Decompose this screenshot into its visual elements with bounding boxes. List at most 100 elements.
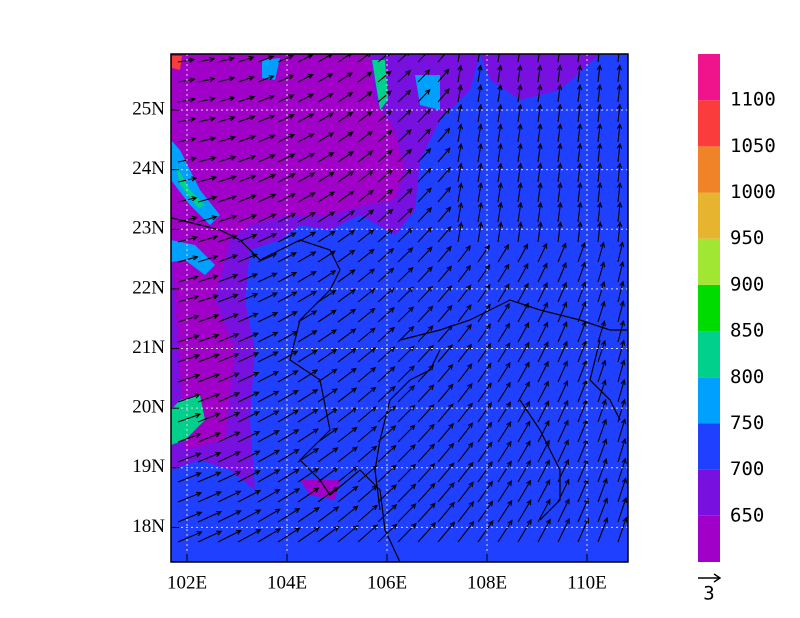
wind-arrow: [357, 366, 377, 383]
wind-arrow: [397, 89, 412, 103]
wind-arrow: [437, 442, 455, 463]
wind-arrow: [277, 153, 296, 163]
wind-arrow: [517, 400, 531, 423]
wind-arrow: [597, 280, 606, 303]
wind-arrow: [337, 308, 357, 323]
wind-arrow: [177, 452, 202, 463]
wind-arrow: [437, 127, 451, 143]
wind-arrow: [616, 142, 623, 163]
wind-arrow: [557, 320, 568, 343]
wind-arrow: [217, 76, 236, 83]
wind-arrow: [517, 221, 523, 243]
wind-arrow: [537, 242, 548, 263]
wind-arrow: [497, 283, 510, 303]
wind-arrow: [337, 229, 356, 243]
wind-arrow: [597, 359, 607, 383]
wind-arrow: [597, 162, 603, 183]
wind-arrow: [497, 182, 503, 203]
wind-arrow: [217, 471, 242, 483]
wind-arrow: [177, 255, 199, 263]
wind-arrow: [457, 84, 463, 103]
wind-arrow: [437, 54, 448, 63]
wind-arrow: [617, 319, 626, 343]
wind-arrow: [617, 398, 626, 423]
wind-arrow: [257, 528, 282, 543]
wind-arrow: [617, 496, 628, 523]
wind-arrow: [277, 311, 298, 323]
wind-arrow: [277, 507, 301, 523]
wind-arrow: [557, 379, 569, 403]
wind-arrow: [197, 510, 223, 523]
wind-arrow: [357, 110, 373, 123]
wind-arrow: [377, 110, 393, 123]
wind-arrow: [557, 419, 569, 443]
wind-arrow: [377, 149, 393, 163]
wind-arrow: [317, 191, 336, 203]
wind-arrow: [217, 273, 239, 283]
wind-arrow: [337, 190, 355, 203]
wind-arrow: [237, 95, 256, 103]
wind-arrow: [497, 243, 510, 263]
wind-arrow: [617, 241, 625, 263]
wind-arrow: [217, 175, 237, 183]
wind-arrow: [277, 74, 295, 83]
wind-arrow: [616, 201, 623, 223]
wind-arrow: [297, 408, 319, 423]
wind-arrow: [217, 529, 243, 543]
wind-arrow: [317, 112, 335, 123]
border: [171, 217, 401, 562]
fill-800: [176, 165, 205, 208]
wind-arrow: [557, 517, 570, 543]
wind-arrow: [297, 73, 314, 83]
wind-arrow: [297, 428, 319, 443]
fill-750-d: [262, 58, 280, 80]
wind-arrow: [576, 64, 583, 83]
wind-arrow: [417, 128, 432, 143]
wind-arrow: [277, 133, 296, 143]
wind-arrow: [297, 448, 320, 463]
wind-arrow: [277, 448, 300, 463]
wind-arrow: [417, 305, 434, 323]
wind-arrow: [417, 88, 431, 103]
wind-arrow: [357, 229, 375, 243]
wind-arrow: [437, 206, 452, 223]
wind-arrow: [517, 123, 523, 143]
x-tick-label: 106E: [367, 572, 407, 593]
wind-arrow: [237, 135, 256, 143]
wind-vectors: [177, 54, 628, 543]
wind-arrow: [277, 389, 299, 403]
wind-arrow: [457, 323, 472, 343]
wind-arrow: [357, 71, 373, 83]
y-tick-label: 18N: [132, 516, 165, 537]
wind-arrow: [197, 254, 219, 263]
wind-arrow: [617, 280, 625, 303]
wind-arrow: [577, 340, 587, 363]
wind-arrow: [457, 64, 463, 83]
wind-arrow: [537, 341, 549, 363]
wind-arrow: [337, 348, 357, 363]
wind-arrow: [237, 391, 260, 403]
wind-arrow: [617, 359, 626, 383]
wind-arrow: [537, 419, 550, 443]
wind-arrow: [557, 478, 570, 503]
wind-arrow: [517, 103, 523, 123]
wind-arrow: [217, 411, 241, 423]
wind-arrow: [397, 424, 416, 443]
wind-arrow: [417, 325, 434, 343]
wind-arrow: [617, 477, 627, 503]
colorbar-box: [698, 284, 720, 332]
wind-arrow: [357, 504, 378, 523]
wind-arrow: [477, 303, 491, 323]
fill-650-e: [480, 54, 600, 100]
wind-arrow: [217, 352, 240, 363]
wind-arrow: [537, 201, 543, 223]
wind-arrow: [557, 242, 567, 263]
wind-arrow: [457, 264, 472, 283]
wind-arrow: [517, 243, 529, 263]
wind-arrow: [237, 352, 260, 363]
wind-arrow: [337, 72, 353, 83]
wind-arrow: [577, 201, 583, 223]
wind-arrow: [357, 189, 374, 203]
wind-arrow: [277, 232, 297, 243]
wind-arrow: [317, 171, 335, 183]
